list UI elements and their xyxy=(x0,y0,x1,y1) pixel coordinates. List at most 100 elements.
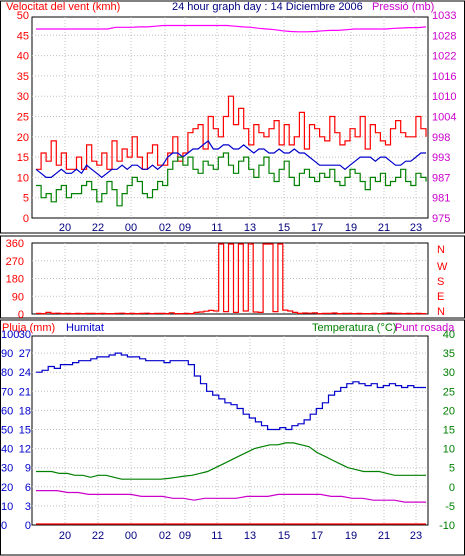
rain-tick: 24 xyxy=(19,367,31,379)
wind-direction-tick: 270 xyxy=(6,256,24,268)
rain-tick: 3 xyxy=(25,501,31,513)
compass-label: N xyxy=(437,244,445,256)
rain-tick: 0 xyxy=(25,520,31,532)
temperature-tick: 15 xyxy=(443,425,455,437)
rain-tick: 6 xyxy=(25,482,31,494)
wind-direction-tick: 0 xyxy=(18,309,24,321)
wind-speed-tick: 10 xyxy=(17,172,29,184)
temperature-tick: -5 xyxy=(445,501,455,513)
rain-tick: 18 xyxy=(19,405,31,417)
pressure-label: Pressió (mb) xyxy=(372,1,434,13)
x-tick-label: 13 xyxy=(244,530,256,542)
wind-direction-line xyxy=(36,243,427,315)
wind-speed-tick: 40 xyxy=(17,51,29,63)
chart-title: 24 hour graph day : 14 Diciembre 2006 xyxy=(172,1,363,13)
rain-tick: 30 xyxy=(19,329,31,341)
compass-label: W xyxy=(437,261,448,273)
humidity-tick: 40 xyxy=(1,444,13,456)
dewpoint-line xyxy=(36,490,426,503)
x-tick-label: 15 xyxy=(278,222,290,234)
wind-gust-line xyxy=(36,95,427,170)
x-tick-label: 17 xyxy=(311,222,323,234)
temperature-tick: -10 xyxy=(439,520,455,532)
wind-speed-tick: 50 xyxy=(17,10,29,22)
x-tick-label: 19 xyxy=(345,222,357,234)
rain-tick: 27 xyxy=(19,348,31,360)
compass-label: N xyxy=(437,306,445,318)
wind-speed-tick: 0 xyxy=(23,213,29,225)
wind-direction-tick: 180 xyxy=(6,274,24,286)
rain-label: Pluja (mm) xyxy=(2,322,55,334)
wind-speed-tick: 15 xyxy=(17,152,29,164)
rain-tick: 9 xyxy=(25,463,31,475)
pressure-tick: 987 xyxy=(432,172,450,184)
wind-average-line xyxy=(35,140,426,179)
x-tick-label: 02 xyxy=(159,530,171,542)
pressure-tick: 975 xyxy=(432,213,450,225)
x-tick-label: 00 xyxy=(125,530,137,542)
bottom-plot-area xyxy=(31,335,429,526)
humidity-tick: 80 xyxy=(1,367,13,379)
humidity-tick: 70 xyxy=(1,386,13,398)
pressure-tick: 1028 xyxy=(432,30,456,42)
humidity-tick: 100 xyxy=(1,329,19,341)
humidity-tick: 90 xyxy=(1,348,13,360)
wind-speed-tick: 35 xyxy=(17,71,29,83)
wind-speed-tick: 25 xyxy=(17,112,29,124)
wind-speed-tick: 20 xyxy=(17,132,29,144)
x-tick-label: 00 xyxy=(125,222,137,234)
humidity-tick: 60 xyxy=(1,405,13,417)
x-tick-label: 09 xyxy=(179,222,191,234)
humidity-tick: 50 xyxy=(1,425,13,437)
wind-direction-tick: 90 xyxy=(12,291,24,303)
wind-speed-label: Velocitat del vent (kmh) xyxy=(6,1,120,13)
temperature-tick: 0 xyxy=(449,482,455,494)
x-tick-label: 21 xyxy=(378,530,390,542)
x-tick-label: 22 xyxy=(92,222,104,234)
x-tick-label: 20 xyxy=(59,222,71,234)
x-tick-label: 13 xyxy=(244,222,256,234)
rain-tick: 21 xyxy=(19,386,31,398)
temperature-tick: 40 xyxy=(443,329,455,341)
wind-speed-tick: 30 xyxy=(17,91,29,103)
rain-tick: 12 xyxy=(19,444,31,456)
humidity-tick: 10 xyxy=(1,501,13,513)
temperature-tick: 5 xyxy=(449,463,455,475)
pressure-tick: 1010 xyxy=(432,91,456,103)
x-tick-label: 11 xyxy=(211,530,222,542)
pressure-tick: 993 xyxy=(432,152,450,164)
x-tick-label: 20 xyxy=(59,530,71,542)
pressure-tick: 981 xyxy=(432,193,450,205)
pressure-tick: 998 xyxy=(432,132,450,144)
temperature-line xyxy=(36,442,426,480)
temperature-label: Temperatura (°C) xyxy=(312,322,396,334)
x-tick-label: 23 xyxy=(410,530,422,542)
temperature-tick: 25 xyxy=(443,386,455,398)
humidity-label: Humitat xyxy=(66,322,104,334)
dewpoint-label: Punt rosada xyxy=(395,322,455,334)
wind-direction-tick: 360 xyxy=(6,238,24,250)
temperature-tick: 30 xyxy=(443,367,455,379)
humidity-tick: 0 xyxy=(1,520,7,532)
humidity-tick: 20 xyxy=(1,482,13,494)
x-tick-label: 17 xyxy=(311,530,323,542)
humidity-tick: 30 xyxy=(1,463,13,475)
pressure-tick: 1016 xyxy=(432,71,456,83)
x-tick-label: 11 xyxy=(211,222,222,234)
compass-label: E xyxy=(437,291,444,303)
pressure-line xyxy=(36,24,427,33)
humidity-line xyxy=(36,352,426,431)
compass-label: S xyxy=(437,276,444,288)
wind-minimum-line xyxy=(36,152,427,207)
temperature-tick: 10 xyxy=(443,444,455,456)
rain-tick: 15 xyxy=(19,425,31,437)
x-tick-label: 09 xyxy=(179,530,191,542)
temperature-tick: 20 xyxy=(443,405,455,417)
pressure-tick: 1033 xyxy=(432,10,456,22)
x-tick-label: 23 xyxy=(410,222,422,234)
wind-speed-tick: 5 xyxy=(23,193,29,205)
pressure-tick: 1004 xyxy=(432,112,456,124)
x-tick-label: 22 xyxy=(92,530,104,542)
